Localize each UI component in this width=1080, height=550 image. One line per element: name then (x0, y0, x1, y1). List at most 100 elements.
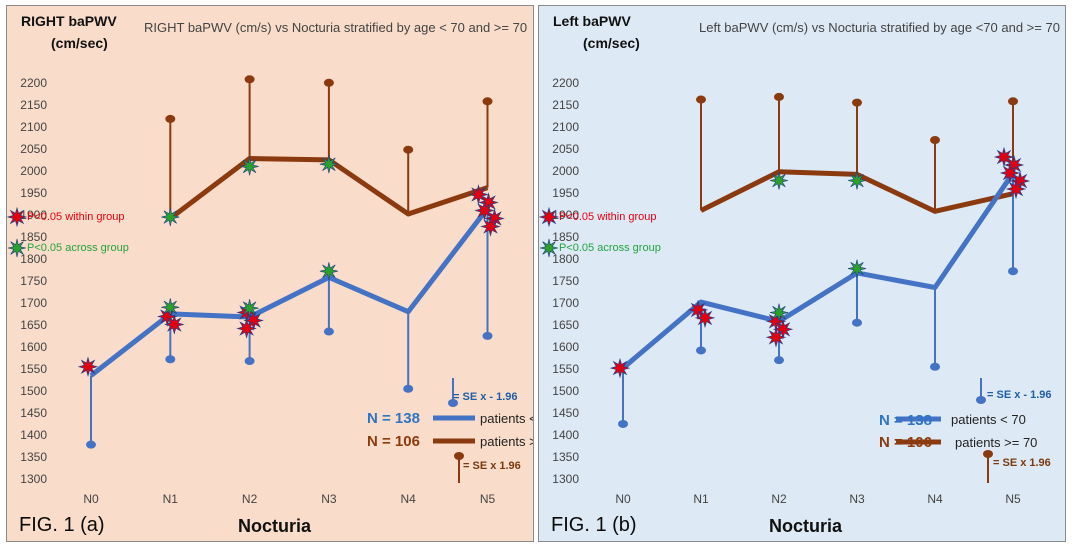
legend-se-plus-cap (983, 450, 993, 458)
error-cap-old (403, 145, 414, 154)
chart-panel-a: 1300 1350 1400 1450 1500 1550 1600 1650 1700 1750… (6, 5, 534, 542)
legend-across-icon (539, 238, 559, 258)
legend-within-icon (7, 206, 28, 228)
error-cap-young (852, 318, 862, 327)
error-cap-old (323, 78, 334, 87)
y-tick-label: 1650 (20, 318, 47, 332)
marker-across-group (161, 208, 180, 227)
y-tick-label: 2100 (552, 120, 579, 134)
y-axis-unit: (cm/sec) (51, 35, 108, 51)
error-cap-old (482, 97, 493, 106)
legend-within-icon (539, 206, 560, 228)
y-tick-label: 1950 (20, 186, 47, 200)
marker-within-group (609, 357, 631, 379)
error-cap-young (403, 384, 414, 393)
error-cap-old (165, 114, 176, 123)
marker-within-group (474, 200, 495, 221)
legend-se-plus: = SE x 1.96 (993, 457, 1051, 469)
y-tick-label: 1350 (20, 450, 47, 464)
x-tick-label: N2 (771, 492, 787, 506)
chart-title: RIGHT baPWV (cm/s) vs Nocturia stratifie… (144, 20, 528, 35)
marker-across-group (769, 171, 789, 190)
chart-plot-b: 1300 1350 1400 1450 1500 1550 1600 1650 1700 1750… (539, 76, 1031, 506)
legend-se-plus: = SE x 1.96 (463, 460, 521, 472)
error-cap-young (244, 357, 255, 366)
marker-across-group (240, 157, 259, 176)
y-tick-label: 1500 (552, 384, 579, 398)
y-tick-label: 1700 (20, 296, 47, 310)
legend-n-young: N = 138 (879, 412, 932, 429)
legend-series-young: patients < 70 (480, 411, 533, 426)
marker-across-group (319, 262, 338, 281)
chart-panel-b: 1300 1350 1400 1450 1500 1550 1600 1650 1700 1750… (538, 5, 1066, 542)
series-line-young (621, 171, 1016, 370)
error-cap-young (774, 356, 784, 365)
y-tick-label: 1800 (20, 252, 47, 266)
marker-within-group (993, 146, 1015, 168)
marker-across-group (847, 171, 867, 190)
y-axis-label-line1: RIGHT baPWV (21, 13, 117, 29)
legend-within-group: P<0.05 within group (559, 211, 657, 223)
chart-title: Left baPWV (cm/s) vs Nocturia stratified… (699, 20, 1060, 35)
series-line-young (89, 206, 490, 378)
marker-within-group (1005, 178, 1027, 200)
error-cap-old (696, 95, 706, 104)
y-tick-label: 1400 (552, 428, 579, 442)
marker-across-group (240, 299, 259, 318)
x-tick-label: N5 (480, 492, 496, 506)
y-tick-label: 2000 (552, 164, 579, 178)
error-cap-young (1008, 267, 1018, 276)
error-cap-old (244, 75, 255, 84)
legend-across-group: P<0.05 across group (27, 242, 129, 254)
y-axis-label-line1: Left baPWV (553, 13, 631, 29)
legend-series-old: patients >= 70 (955, 435, 1038, 450)
error-cap-young (165, 355, 176, 364)
error-cap-young (86, 440, 96, 449)
marker-within-group (694, 307, 716, 329)
x-tick-label: N3 (849, 492, 865, 506)
y-tick-label: 1550 (20, 362, 47, 376)
legend-series-old: patients >= 70 (480, 434, 533, 449)
y-axis-unit: (cm/sec) (583, 35, 640, 51)
x-tick-label: N1 (693, 492, 709, 506)
y-tick-label: 1600 (20, 340, 47, 354)
legend-se-minus-cap (976, 396, 986, 404)
y-tick-label: 1750 (552, 274, 579, 288)
y-tick-label: 1750 (20, 274, 47, 288)
x-tick-label: N4 (927, 492, 943, 506)
y-tick-label: 2050 (552, 142, 579, 156)
y-tick-label: 1800 (552, 252, 579, 266)
y-tick-label: 1600 (552, 340, 579, 354)
y-tick-label: 1300 (20, 472, 47, 486)
x-tick-label: N0 (83, 492, 99, 506)
legend-se-plus-cap (454, 452, 464, 460)
y-tick-label: 1300 (552, 472, 579, 486)
legend-n-young: N = 138 (367, 410, 420, 427)
y-tick-label: 1550 (552, 362, 579, 376)
error-cap-old (1008, 97, 1018, 106)
marker-across-group (319, 155, 338, 174)
error-cap-young (618, 419, 628, 428)
legend-n-old: N = 106 (879, 434, 932, 451)
marker-within-group (164, 314, 185, 335)
y-tick-label: 1650 (552, 318, 579, 332)
y-tick-label: 1700 (552, 296, 579, 310)
x-axis-label: Nocturia (769, 516, 843, 536)
legend-across-icon (7, 238, 27, 258)
y-tick-label: 1350 (552, 450, 579, 464)
legend-within-group: P<0.05 within group (27, 211, 125, 223)
error-cap-old (774, 92, 784, 101)
y-axis-label: Left baPWV (cm/sec) (553, 10, 640, 54)
y-tick-label: 2200 (552, 76, 579, 90)
legend-n-old: N = 106 (367, 433, 420, 450)
legend-se-minus: = SE x - 1.96 (453, 391, 518, 403)
x-tick-label: N0 (615, 492, 631, 506)
error-cap-young (482, 331, 493, 340)
y-tick-label: 2100 (20, 120, 47, 134)
legend-across-group: P<0.05 across group (559, 242, 661, 254)
y-tick-label: 1850 (552, 230, 579, 244)
x-axis-label: Nocturia (238, 516, 312, 536)
y-tick-label: 1500 (20, 384, 47, 398)
figure-label: FIG. 1 (a) (19, 514, 105, 536)
marker-across-group (769, 303, 789, 322)
